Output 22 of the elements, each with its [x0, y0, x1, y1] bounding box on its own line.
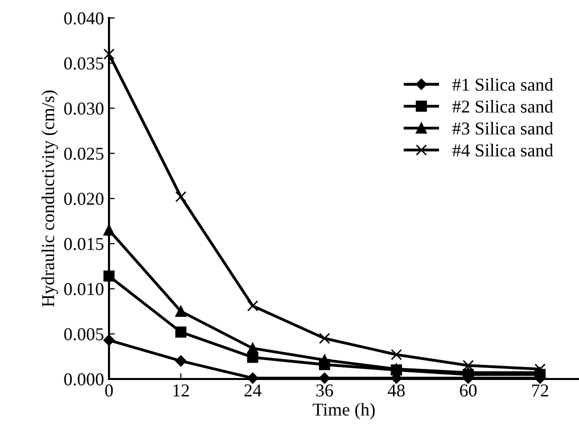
x-tick-label: 0 [105, 384, 113, 397]
x-tick-label: 48 [388, 384, 405, 397]
legend-label: #2 Silica sand [452, 100, 554, 113]
y-tick-label: 0.035 [64, 57, 104, 70]
legend-label: #3 Silica sand [452, 122, 554, 135]
y-tick-label: 0.000 [64, 373, 104, 386]
x-tick-label: 36 [316, 384, 334, 397]
x-tick-label: 60 [460, 384, 477, 397]
y-tick-label: 0.005 [64, 328, 104, 340]
y-tick-label: 0.030 [64, 102, 104, 115]
x-axis-title: Time (h) [312, 403, 375, 420]
y-tick-label: 0.015 [64, 238, 104, 250]
x-tick-label: 72 [532, 384, 548, 396]
legend-label: #4 Silica sand [452, 144, 554, 157]
y-tick-label: 0.020 [64, 192, 104, 206]
x-tick-label: 12 [173, 384, 189, 396]
y-tick-label: 0.025 [64, 148, 104, 160]
x-tick-label: 24 [244, 384, 262, 396]
legend-label: #1 Silica sand [452, 78, 554, 91]
y-tick-label: 0.040 [64, 12, 104, 25]
y-axis-title: Hydraulic conductivity (cm/s) [42, 90, 58, 307]
y-tick-label: 0.010 [64, 283, 104, 296]
